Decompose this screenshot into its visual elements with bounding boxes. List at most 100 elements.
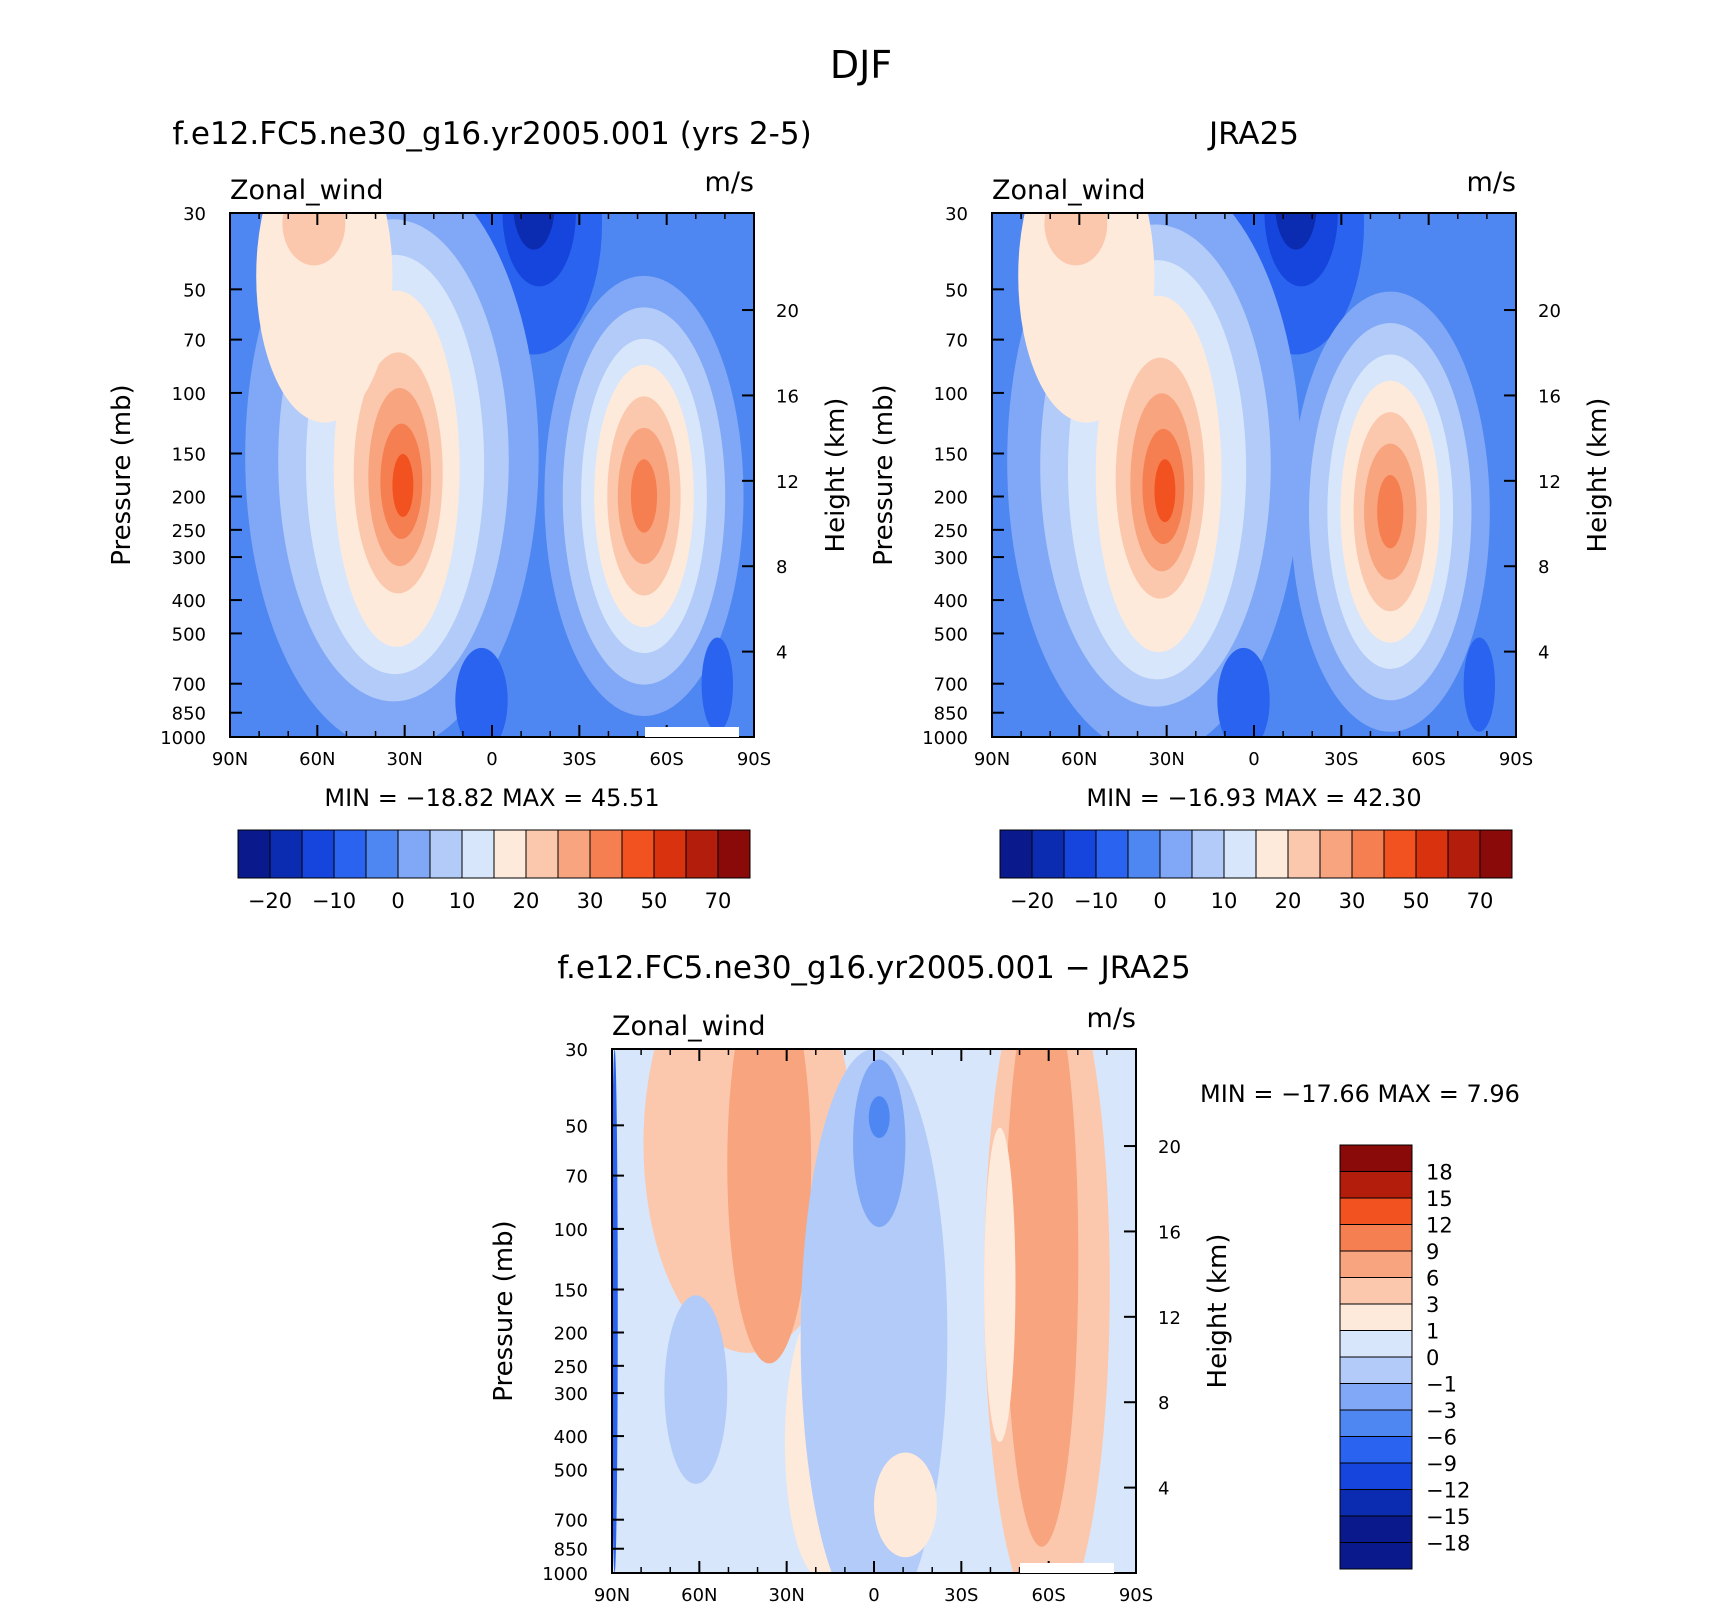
- colorbar-tick-label: −3: [1426, 1399, 1457, 1423]
- x-tick-label: 0: [868, 1585, 879, 1606]
- nh-upper-westerly: [282, 213, 346, 266]
- x-tick-label: 30N: [386, 749, 422, 770]
- negative-bias: [664, 1295, 728, 1484]
- y-tick-label: 500: [934, 624, 968, 645]
- y-tick-label: 150: [934, 445, 968, 466]
- colorbar-swatch: [557, 829, 591, 879]
- colorbar-tick-label: 50: [641, 889, 668, 913]
- colorbar-swatch: [397, 829, 431, 879]
- colorbar-swatch: [493, 829, 527, 879]
- colorbar-tick-label: 3: [1426, 1293, 1439, 1317]
- colorbar-tick-label: 50: [1403, 889, 1430, 913]
- colorbar-swatch: [1339, 1303, 1413, 1331]
- easterly-core: [1275, 213, 1317, 250]
- colorbar-tick-label: 30: [1339, 889, 1366, 913]
- colorbar-swatch: [525, 829, 559, 879]
- colorbar-tick-label: −20: [1010, 889, 1054, 913]
- field-diff: [612, 1049, 1136, 1573]
- colorbar-tick-label: 30: [577, 889, 604, 913]
- x-tick-label: 30N: [768, 1585, 804, 1606]
- y-tick-label: 850: [554, 1540, 588, 1561]
- nh-upper-westerly: [1018, 213, 1155, 423]
- positive-bias: [874, 1452, 937, 1558]
- colorbar-tick-label: 1: [1426, 1320, 1439, 1344]
- y-tick-label: 250: [172, 521, 206, 542]
- height-tick-label: 8: [1158, 1393, 1169, 1414]
- colorbar-swatch: [589, 829, 623, 879]
- panel-title-obs: JRA25: [1207, 116, 1299, 152]
- min-max-model: MIN = −18.82 MAX = 45.51: [324, 784, 659, 812]
- height-tick-label: 4: [776, 643, 787, 664]
- height-tick-label: 12: [1538, 472, 1561, 493]
- sh-jet-band: [1377, 475, 1404, 549]
- x-tick-label: 30S: [944, 1585, 978, 1606]
- surface-easterly: [455, 647, 508, 737]
- colorbar-swatch: [621, 829, 655, 879]
- colorbar-swatch: [365, 829, 399, 879]
- y-tick-label: 150: [554, 1281, 588, 1302]
- min-max-obs: MIN = −16.93 MAX = 42.30: [1086, 784, 1421, 812]
- colorbar-swatch: [1223, 829, 1257, 879]
- colorbar-swatch: [1127, 829, 1161, 879]
- colorbar-swatch: [1351, 829, 1385, 879]
- y-tick-label: 250: [934, 521, 968, 542]
- colorbar-swatch: [429, 829, 463, 879]
- surface-easterly: [701, 637, 734, 732]
- x-tick-label: 0: [1248, 749, 1259, 770]
- sh-jet-band: [630, 459, 658, 533]
- nh-jet-band: [392, 454, 414, 517]
- y-tick-label: 300: [172, 548, 206, 569]
- axes-diff: 90N 60N 30N 0 30S 60S 90S 30 50 70 100 150 200 250 300…: [489, 1003, 1233, 1606]
- colorbar-swatch: [1287, 829, 1321, 879]
- colorbar-tick-label: −6: [1426, 1426, 1457, 1450]
- axes-obs: 90N 60N 30N 0 30S 60S 90S 30 50 70 100 150 200 250 300…: [869, 167, 1613, 770]
- colorbar-tick-label: −15: [1426, 1505, 1470, 1529]
- y-tick-label: 50: [945, 280, 968, 301]
- missing-data-patch: [645, 727, 739, 737]
- colorbar-tick-label: 9: [1426, 1240, 1439, 1264]
- units-label: m/s: [1087, 1003, 1136, 1034]
- negative-bias-core: [868, 1096, 890, 1139]
- colorbar-swatch: [685, 829, 719, 879]
- y-tick-label: 70: [183, 331, 206, 352]
- y-tick-label: 50: [183, 280, 206, 301]
- height-tick-label: 4: [1158, 1479, 1169, 1500]
- height-tick-label: 20: [1158, 1137, 1181, 1158]
- height-tick-label: 16: [1158, 1222, 1181, 1243]
- units-label: m/s: [705, 167, 754, 198]
- axes-model: 90N 60N 30N 0 30S 60S 90S 30 50 70 100 150 200 250 300…: [107, 167, 851, 770]
- colorbar-swatch: [1339, 1383, 1413, 1411]
- field-model: [230, 213, 754, 737]
- y-axis-title: Pressure (mb): [489, 1220, 519, 1401]
- colorbar-swatch: [1447, 829, 1481, 879]
- colorbar-tick-label: 20: [1275, 889, 1302, 913]
- variable-label: Zonal_wind: [992, 175, 1146, 206]
- colorbar-tick-label: 12: [1426, 1214, 1453, 1238]
- x-tick-label: 0: [486, 749, 497, 770]
- y-tick-label: 250: [554, 1357, 588, 1378]
- colorbar-swatch: [1339, 1144, 1413, 1172]
- colorbar-swatch: [1191, 829, 1225, 879]
- colorbar-swatch: [1031, 829, 1065, 879]
- colorbar-swatch: [1095, 829, 1129, 879]
- colorbar-swatch: [717, 829, 751, 879]
- y-tick-label: 850: [172, 704, 206, 725]
- height-tick-label: 8: [776, 557, 787, 578]
- x-tick-label: 90S: [1499, 749, 1533, 770]
- height-tick-label: 8: [1538, 557, 1549, 578]
- colorbar-swatch: [1339, 1515, 1413, 1543]
- x-tick-label: 60S: [1031, 1585, 1065, 1606]
- missing-data-patch: [1020, 1563, 1114, 1573]
- y-axis-title: Pressure (mb): [107, 384, 137, 565]
- x-tick-label: 90N: [594, 1585, 630, 1606]
- y-tick-label: 200: [554, 1323, 588, 1344]
- height-tick-label: 20: [1538, 301, 1561, 322]
- negative-bias: [853, 1059, 906, 1228]
- y-tick-label: 100: [172, 384, 206, 405]
- y-tick-label: 50: [565, 1116, 588, 1137]
- x-tick-label: 90S: [737, 749, 771, 770]
- y-tick-label: 200: [172, 487, 206, 508]
- colorbar: −20 −10 0 10 20 30 50 70: [237, 829, 751, 913]
- min-max-diff: MIN = −17.66 MAX = 7.96: [1200, 1080, 1520, 1108]
- y-tick-label: 30: [565, 1040, 588, 1061]
